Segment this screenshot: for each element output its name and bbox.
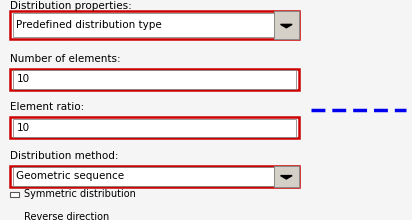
Text: 10: 10 <box>16 75 30 84</box>
FancyBboxPatch shape <box>10 11 299 39</box>
Text: Distribution properties:: Distribution properties: <box>10 2 132 11</box>
Text: Reverse direction: Reverse direction <box>24 212 110 220</box>
Polygon shape <box>281 176 292 179</box>
Text: Predefined distribution type: Predefined distribution type <box>16 20 162 30</box>
Text: Distribution method:: Distribution method: <box>10 151 119 161</box>
Text: Number of elements:: Number of elements: <box>10 54 121 64</box>
FancyBboxPatch shape <box>10 69 299 90</box>
FancyBboxPatch shape <box>10 215 19 219</box>
FancyBboxPatch shape <box>10 117 299 138</box>
Text: 10: 10 <box>16 123 30 133</box>
Polygon shape <box>281 24 292 28</box>
FancyBboxPatch shape <box>274 166 299 187</box>
Text: Element ratio:: Element ratio: <box>10 102 84 112</box>
FancyBboxPatch shape <box>10 166 299 187</box>
Text: Symmetric distribution: Symmetric distribution <box>24 189 136 199</box>
FancyBboxPatch shape <box>10 192 19 196</box>
FancyBboxPatch shape <box>274 11 299 39</box>
Text: Geometric sequence: Geometric sequence <box>16 171 124 181</box>
